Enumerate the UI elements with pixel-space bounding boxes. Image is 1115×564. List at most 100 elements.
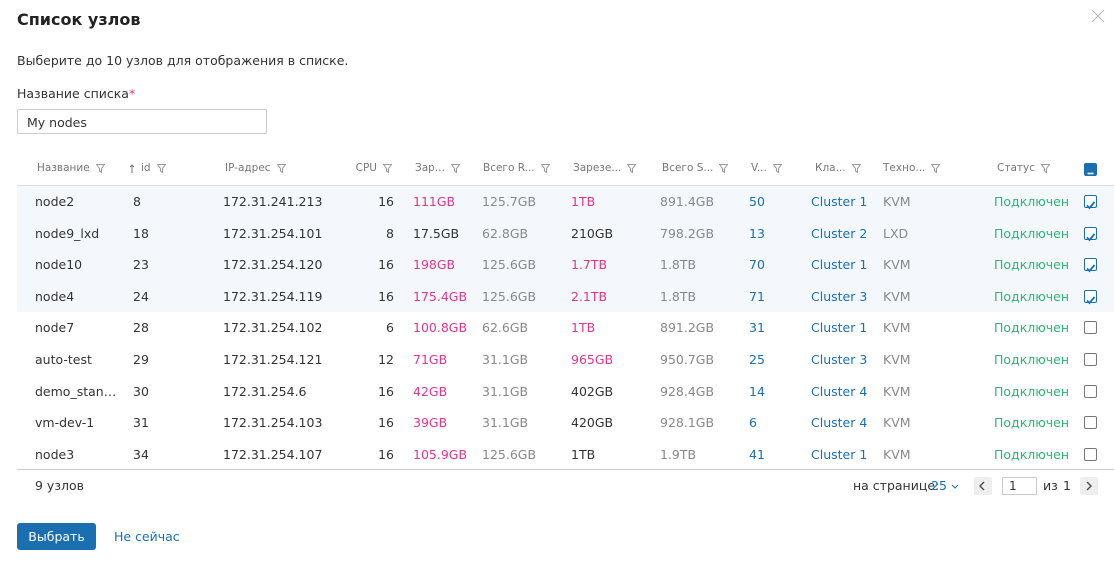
table-cell[interactable]: Cluster 3 <box>811 288 868 304</box>
table-row[interactable]: node3 34 172.31.254.107 16 105.9GB 125.6GB 1TB… <box>17 438 1114 471</box>
table-row[interactable]: node9_lxd 18 172.31.254.101 8 17.5GB 62.8GB 21… <box>17 217 1114 250</box>
filter-icon[interactable] <box>450 163 460 173</box>
table-cell: 125.6GB <box>482 257 537 273</box>
filter-icon[interactable] <box>540 163 550 173</box>
row-checkbox[interactable] <box>1084 447 1097 461</box>
column-header[interactable]: Зарезе... <box>573 162 637 174</box>
filter-icon[interactable] <box>1041 163 1050 173</box>
filter-icon[interactable] <box>719 163 729 173</box>
table-cell: 2.1TB <box>571 288 608 304</box>
table-cell: 798.2GB <box>660 225 715 241</box>
row-checkbox[interactable] <box>1084 416 1097 430</box>
table-cell: 950.7GB <box>660 352 715 367</box>
table-cell[interactable]: Cluster 1 <box>811 446 868 462</box>
chevron <box>951 484 959 489</box>
column-header[interactable]: id <box>129 162 166 174</box>
table-row[interactable]: vm-dev-1 31 172.31.254.103 16 39GB 31.1GB 420G… <box>17 407 1114 439</box>
filter-icon[interactable] <box>276 163 286 173</box>
prev-page[interactable] <box>974 477 992 495</box>
table-cell: 16 <box>378 446 394 462</box>
per-page-select[interactable]: 25 <box>931 478 959 493</box>
table-cell[interactable]: Cluster 1 <box>811 194 868 209</box>
table-cell: Подключен <box>994 415 1069 431</box>
table-cell: 34 <box>133 446 149 462</box>
column-header[interactable]: Всего R... <box>483 162 550 174</box>
table-cell[interactable]: Cluster 1 <box>811 257 868 273</box>
table-cell: 13 <box>749 225 765 241</box>
column-header[interactable]: Всего S... <box>662 162 729 174</box>
table-row[interactable]: node2 8 172.31.241.213 16 111GB 125.7GB 1TB 891… <box>17 186 1114 218</box>
table-cell: 105.9GB <box>413 446 468 462</box>
table-cell: 1.7TB <box>571 257 608 273</box>
column-title: Всего S... <box>662 162 714 174</box>
table-cell: KVM <box>883 320 911 336</box>
table-cell: 100.8GB <box>413 320 468 336</box>
table-cell: 125.6GB <box>482 446 537 462</box>
filter-icon[interactable] <box>627 163 637 173</box>
table-row[interactable]: node4 24 172.31.254.119 16 175.4GB 125.6GB 2.1… <box>17 280 1114 313</box>
row-checkbox[interactable] <box>1084 195 1097 210</box>
filter-icon[interactable] <box>95 163 105 173</box>
filter-icon[interactable] <box>851 163 861 173</box>
cancel-button[interactable]: Не сейчас <box>114 529 180 544</box>
table-cell: 172.31.254.119 <box>223 288 323 304</box>
next-page[interactable] <box>1080 477 1098 495</box>
table-cell: 6 <box>749 415 757 431</box>
table-row[interactable]: node7 28 172.31.254.102 6 100.8GB 62.6GB 1TB 89… <box>17 312 1114 344</box>
row-checkbox[interactable] <box>1084 289 1097 305</box>
column-header[interactable]: Зар... <box>415 162 460 174</box>
table-cell: 42GB <box>413 383 448 399</box>
table-cell[interactable]: Cluster 4 <box>811 383 868 399</box>
table-cell: 62.8GB <box>482 225 529 241</box>
row-checkbox[interactable] <box>1084 321 1097 335</box>
table-cell: 175.4GB <box>413 288 468 304</box>
select-all-checkbox[interactable] <box>1084 163 1097 176</box>
table-cell[interactable]: Cluster 1 <box>811 320 868 336</box>
column-header[interactable]: Статус <box>997 162 1050 174</box>
table-cell: 928.1GB <box>660 415 715 431</box>
filter-icon[interactable] <box>772 163 782 173</box>
row-checkbox[interactable] <box>1084 226 1097 241</box>
row-checkbox[interactable] <box>1084 258 1097 273</box>
table-cell: 1.8TB <box>660 288 697 304</box>
table-cell: 172.31.254.101 <box>223 225 323 241</box>
table-cell: Подключен <box>994 446 1069 462</box>
column-header[interactable]: V... <box>751 162 782 174</box>
select-button[interactable]: Выбрать <box>17 523 96 550</box>
table-cell: 891.2GB <box>660 320 715 336</box>
column-header[interactable]: Техно... <box>883 162 941 174</box>
column-header[interactable]: Название <box>37 162 105 174</box>
table-row[interactable]: demo_stan… 30 172.31.254.6 16 42GB 31.1GB 402G… <box>17 375 1114 408</box>
table-cell: 25 <box>749 352 765 367</box>
filter-icon[interactable] <box>156 163 166 173</box>
table-row[interactable]: node10 23 172.31.254.120 16 198GB 125.6GB 1.7T… <box>17 249 1114 281</box>
table-cell: Подключен <box>994 225 1069 241</box>
filter-icon[interactable] <box>931 163 941 173</box>
table-cell: 31 <box>133 415 149 431</box>
filter-icon[interactable] <box>383 163 392 173</box>
table-cell: 39GB <box>413 415 448 431</box>
column-header[interactable]: IP-адрес <box>225 162 286 174</box>
table-cell[interactable]: Cluster 2 <box>811 225 868 241</box>
header-border <box>17 185 1114 186</box>
table-row[interactable]: auto-test 29 172.31.254.121 12 71GB 31.1GB 965… <box>17 344 1114 376</box>
table-cell[interactable]: Cluster 3 <box>811 352 868 367</box>
page-input[interactable]: 1 <box>1002 477 1037 495</box>
table-cell[interactable]: Cluster 4 <box>811 415 868 431</box>
table-cell: 8 <box>133 194 141 209</box>
column-header[interactable]: Кла... <box>815 162 861 174</box>
table-cell: Подключен <box>994 383 1069 399</box>
table-cell: 71GB <box>413 352 448 367</box>
name-input[interactable]: My nodes <box>17 109 267 134</box>
close-button[interactable] <box>1091 9 1105 23</box>
table-cell: KVM <box>883 446 911 462</box>
per-page-label: на странице: <box>853 478 940 493</box>
sort-icon[interactable] <box>129 163 135 173</box>
row-checkbox[interactable] <box>1084 384 1097 398</box>
column-header[interactable]: CPU <box>356 162 392 174</box>
table-cell: 70 <box>749 257 765 273</box>
column-title: Зар... <box>415 162 445 174</box>
row-checkbox[interactable] <box>1084 353 1097 366</box>
table-cell: 12 <box>378 352 394 367</box>
